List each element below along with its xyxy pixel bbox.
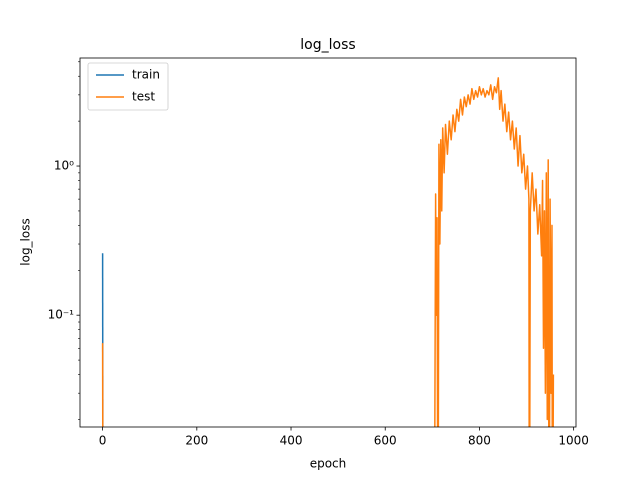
y-tick-label: 10⁰ [54, 159, 74, 173]
x-tick-label: 800 [468, 434, 491, 448]
chart-title: log_loss [300, 37, 355, 53]
y-tick-label: 10⁻¹ [48, 308, 75, 322]
legend: train test [87, 62, 169, 111]
series-line [101, 77, 555, 427]
legend-label: train [132, 68, 160, 82]
y-axis-label: log_loss [19, 218, 33, 265]
plot-frame [79, 57, 577, 428]
x-tick-label: 0 [99, 434, 107, 448]
x-tick-label: 400 [280, 434, 303, 448]
x-tick-label: 1000 [558, 434, 589, 448]
x-tick-label: 600 [374, 434, 397, 448]
plot-lines [101, 77, 555, 427]
legend-label: test [132, 90, 155, 104]
x-tick-label: 200 [185, 434, 208, 448]
x-axis-label: epoch [310, 457, 347, 471]
